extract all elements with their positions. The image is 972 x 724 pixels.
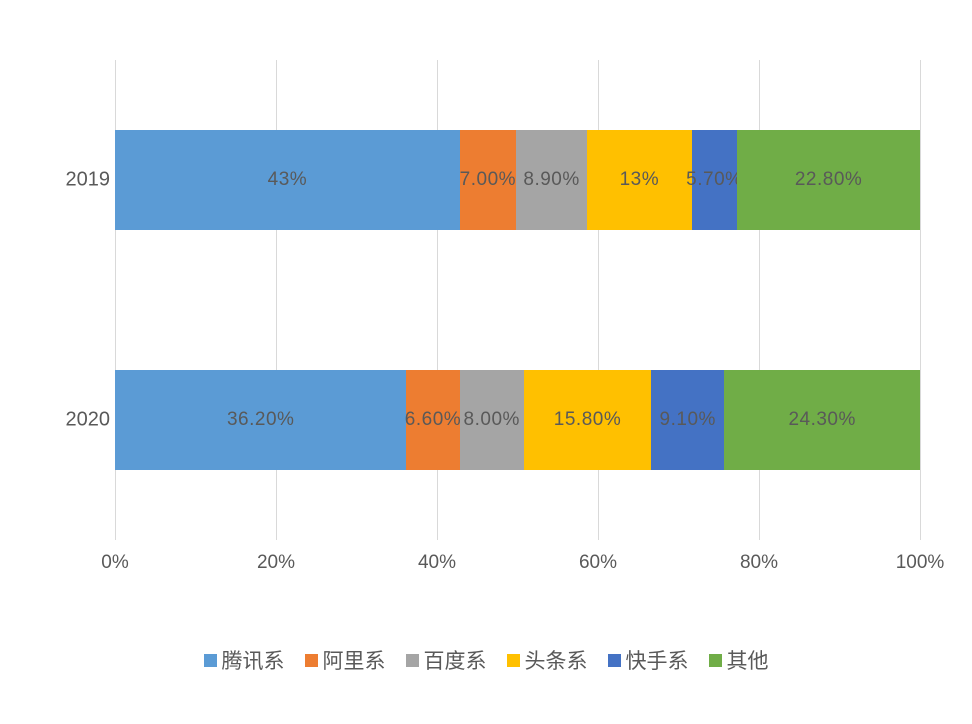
x-tick-label: 60% [578,552,618,573]
data-label: 36.20% [226,409,295,430]
data-label: 22.80% [794,169,863,190]
legend-label: 百度系 [423,650,487,673]
legend-label: 腾讯系 [221,650,285,673]
plot-area: 43% 7.00% 8.90% 13% 5.70% 22.80% 36.20% 6.60% 8.… [115,60,921,540]
legend-swatch [405,653,419,667]
bar-segment-头条系: 13% [587,130,692,230]
bar-segment-腾讯系: 43% [115,130,460,230]
bar-2020: 36.20% 6.60% 8.00% 15.80% 9.10% 24.30% [115,370,920,470]
legend-item-快手系: 快手系 [607,645,689,675]
category-label: 2020 [65,408,111,431]
legend: 腾讯系 阿里系 百度系 头条系 快手系 其他 [0,645,972,675]
x-tick-label: 0% [101,552,129,573]
gridline [276,60,277,540]
bar-segment-阿里系: 7.00% [460,130,516,230]
bar-segment-头条系: 15.80% [523,370,652,470]
gridline [115,60,116,540]
legend-swatch [304,653,318,667]
data-label: 6.60% [404,409,462,430]
x-tick-label: 80% [739,552,779,573]
data-label: 24.30% [788,409,856,430]
data-label: 15.80% [553,409,622,430]
x-tick-label: 100% [895,552,945,573]
legend-item-腾讯系: 腾讯系 [203,645,285,675]
legend-item-阿里系: 阿里系 [304,645,386,675]
gridline [920,60,921,540]
gridline [759,60,760,540]
legend-label: 快手系 [625,650,689,673]
legend-label: 阿里系 [322,650,386,673]
bar-segment-其他: 22.80% [737,130,920,230]
legend-swatch [708,653,722,667]
bar-segment-腾讯系: 36.20% [115,370,407,470]
data-label: 5.70% [686,169,743,190]
bar-segment-阿里系: 6.60% [404,370,462,470]
data-label: 9.10% [659,409,716,430]
legend-label: 其他 [726,650,769,673]
bar-2019: 43% 7.00% 8.90% 13% 5.70% 22.80% [115,130,920,230]
data-label: 43% [267,169,308,190]
x-tick-label: 20% [256,552,296,573]
bar-segment-其他: 24.30% [724,370,920,470]
bar-segment-快手系: 5.70% [686,130,742,230]
legend-item-头条系: 头条系 [506,645,588,675]
bar-segment-快手系: 9.10% [651,370,725,470]
gridline [598,60,599,540]
data-label: 8.00% [463,409,520,430]
legend-item-其他: 其他 [708,645,769,675]
gridline [437,60,438,540]
legend-item-百度系: 百度系 [405,645,487,675]
x-tick-label: 40% [417,552,457,573]
bar-segment-百度系: 8.00% [459,370,524,470]
x-axis: 0% 20% 40% 60% 80% 100% [101,552,944,582]
data-label: 7.00% [459,169,517,190]
data-label: 13% [619,169,660,190]
legend-swatch [203,653,217,667]
legend-swatch [506,653,520,667]
category-label: 2019 [65,168,111,191]
legend-label: 头条系 [524,650,588,673]
legend-swatch [607,653,621,667]
data-label: 8.90% [523,169,580,190]
bar-segment-百度系: 8.90% [515,130,588,230]
